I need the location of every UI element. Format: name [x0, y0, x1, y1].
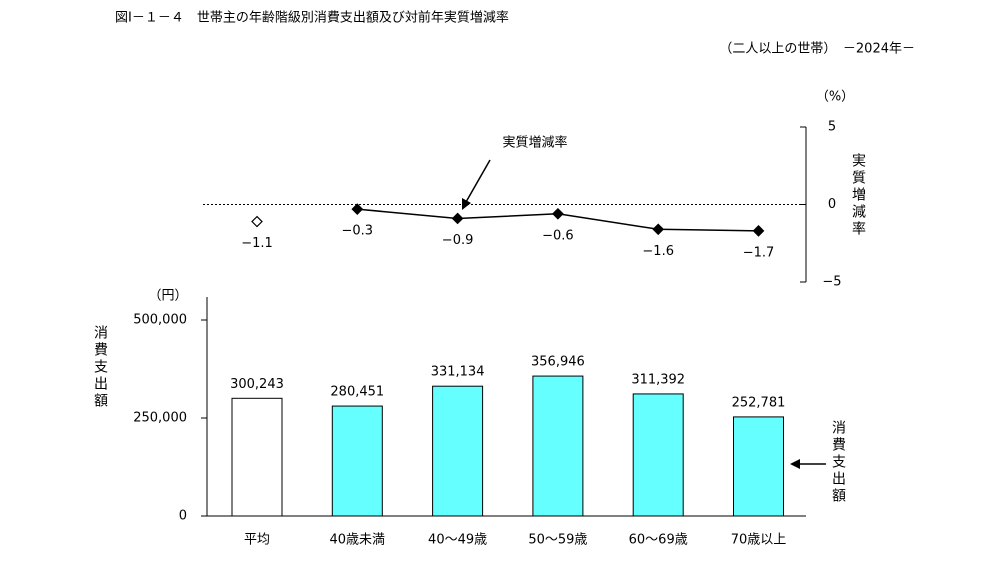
y-tick-label: 5	[828, 120, 836, 135]
bar	[331, 405, 383, 517]
annotation-arrowhead	[790, 459, 800, 469]
chart-subtitle: （二人以上の世帯） －2024年－	[719, 42, 915, 57]
value-label: −0.3	[342, 224, 374, 239]
x-tick-label: 平均	[244, 533, 270, 548]
bar	[231, 397, 283, 517]
bar	[532, 375, 584, 517]
marker	[752, 225, 765, 237]
x-tick-label: 70歳以上	[731, 533, 787, 548]
value-label: 356,946	[531, 355, 585, 370]
value-label: 252,781	[732, 395, 786, 410]
annotation-arrow	[465, 159, 491, 203]
annotation: 実質増減率	[502, 135, 567, 151]
value-label: −1.1	[241, 236, 273, 251]
y-tick-label: 250,000	[133, 411, 187, 426]
value-label: 280,451	[330, 385, 384, 400]
bar	[432, 385, 484, 517]
y-tick-label: −5	[822, 275, 841, 290]
chart-title: 図Ⅰ－１－４ 世帯主の年齢階級別消費支出額及び対前年実質増減率	[115, 10, 509, 26]
y-tick-label: 0	[179, 509, 187, 524]
marker	[451, 212, 464, 225]
value-label: −1.7	[743, 245, 775, 260]
y-axis-label: 実質増減率	[850, 153, 866, 238]
x-tick-label: 40歳未満	[330, 533, 386, 548]
y-tick-label: 500,000	[133, 313, 187, 328]
y-tick-label: 0	[828, 197, 836, 212]
annotation: 消費支出額	[830, 420, 846, 505]
value-label: −1.6	[642, 244, 674, 259]
marker	[251, 215, 263, 228]
x-tick-label: 50～59歳	[528, 533, 587, 548]
value-label: 311,392	[631, 372, 685, 387]
marker	[351, 203, 364, 215]
y-unit: （%）	[816, 90, 854, 105]
annotation-arrowhead	[462, 198, 471, 210]
value-label: 300,243	[230, 377, 284, 392]
x-tick-label: 60～69歳	[629, 533, 688, 548]
value-label: 331,134	[431, 365, 485, 380]
x-tick-label: 40～49歳	[428, 533, 487, 548]
bar	[632, 393, 684, 517]
marker	[552, 207, 564, 220]
marker	[652, 223, 665, 236]
y-axis-label: 消費支出額	[92, 325, 108, 410]
value-label: −0.6	[542, 228, 574, 243]
value-label: −0.9	[442, 233, 474, 248]
bar	[733, 416, 784, 517]
y-unit: （円）	[148, 289, 187, 304]
